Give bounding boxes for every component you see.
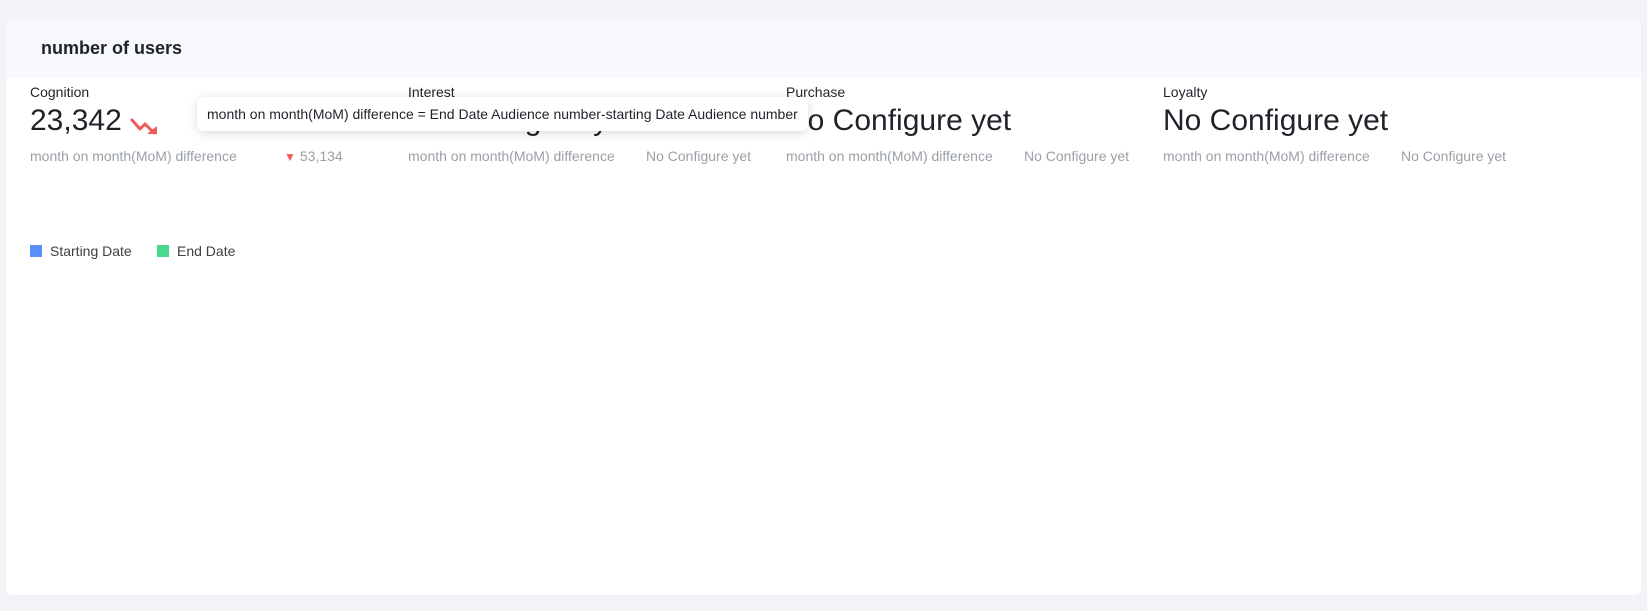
kpi-diff-value: ▼ 53,134	[284, 148, 343, 164]
kpi-diff-label: month on month(MoM) difference	[408, 148, 615, 164]
legend-label: Starting Date	[50, 243, 132, 259]
kpi-value: No Configure yet	[786, 104, 1012, 137]
kpi-label: Purchase	[786, 84, 846, 100]
mom-tooltip: month on month(MoM) difference = End Dat…	[197, 97, 808, 131]
kpi-diff-label: month on month(MoM) difference	[30, 148, 237, 164]
card-title: number of users	[41, 38, 183, 58]
kpi-label: Loyalty	[1163, 84, 1208, 100]
kpi-diff-value: No Configure yet	[646, 148, 752, 164]
kpi-label: Cognition	[30, 84, 90, 100]
kpi-diff-value: No Configure yet	[1401, 148, 1507, 164]
legend-swatch	[30, 245, 42, 257]
kpi-diff-label: month on month(MoM) difference	[786, 148, 993, 164]
card-header: number of users	[6, 19, 1641, 78]
legend-item-end[interactable]: End Date	[157, 243, 235, 259]
kpi-value: 23,342	[30, 104, 122, 137]
kpi-diff-number: 53,134	[299, 148, 343, 164]
kpi-diff-value: No Configure yet	[1024, 148, 1130, 164]
kpi-label: Interest	[408, 84, 455, 100]
kpi-diff-label: month on month(MoM) difference	[1163, 148, 1370, 164]
caret-down-icon: ▼	[284, 150, 296, 164]
trending-down-icon	[130, 118, 157, 135]
legend-label: End Date	[177, 243, 236, 259]
legend-swatch	[157, 245, 169, 257]
legend-item-starting[interactable]: Starting Date	[30, 243, 132, 259]
kpi-value: No Configure yet	[1163, 104, 1389, 137]
